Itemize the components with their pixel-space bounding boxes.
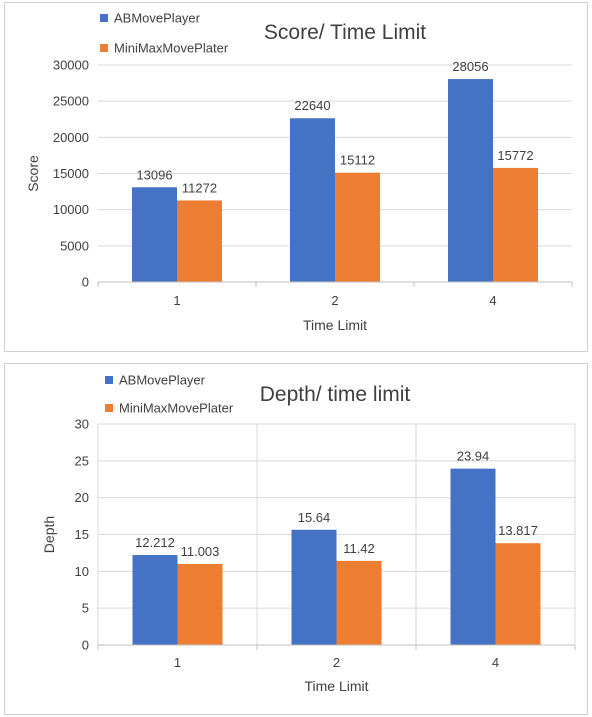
y-tick-label: 20: [75, 490, 89, 505]
y-tick-label: 10000: [53, 202, 89, 217]
x-axis-label: Time Limit: [303, 317, 367, 333]
x-axis-label: Time Limit: [304, 678, 368, 694]
legend-label: MiniMaxMovePlater: [114, 41, 229, 56]
legend-label: ABMovePlayer: [119, 373, 206, 388]
data-label: 11.42: [343, 541, 375, 556]
data-label: 15.64: [298, 510, 331, 525]
legend-swatch: [100, 44, 108, 52]
bar-ABMovePlayer: [450, 468, 496, 645]
legend-swatch: [105, 404, 113, 412]
legend-label: MiniMaxMovePlater: [119, 401, 234, 416]
bar-ABMovePlayer: [132, 187, 177, 282]
chart-title: Score/ Time Limit: [264, 21, 426, 44]
bar-MiniMaxMovePlater: [177, 200, 222, 282]
y-tick-label: 0: [82, 275, 89, 290]
y-axis-label: Depth: [41, 516, 57, 553]
legend-label: ABMovePlayer: [114, 11, 201, 26]
bar-ABMovePlayer: [291, 529, 337, 645]
score-chart-panel: 0 5000 10000 15000 20000 25000 30000 1 2 4 13096 22…: [4, 2, 588, 352]
score-chart: 0 5000 10000 15000 20000 25000 30000 1 2 4 13096 22…: [25, 11, 573, 333]
y-tick-label: 30000: [53, 58, 89, 73]
depth-chart: 0 5 10 15 20 25 30 1 2 4 12.212 15.64 23.94 11.003 11.…: [41, 373, 576, 694]
bar-MiniMaxMovePlater: [335, 172, 380, 282]
bar-ABMovePlayer: [290, 118, 335, 282]
data-label: 28056: [452, 59, 488, 74]
legend-swatch: [100, 14, 108, 22]
y-tick-label: 30: [75, 417, 89, 432]
bar-ABMovePlayer: [132, 555, 178, 645]
data-label: 22640: [294, 98, 330, 113]
y-tick-label: 5000: [60, 238, 89, 253]
y-tick-label: 25: [75, 453, 89, 468]
y-tick-label: 15000: [53, 166, 89, 181]
y-tick-label: 0: [82, 638, 89, 653]
data-label: 15112: [340, 153, 375, 168]
data-label: 13096: [136, 167, 172, 182]
y-tick-label: 10: [75, 564, 89, 579]
x-tick-label: 2: [333, 655, 340, 670]
depth-chart-panel: 0 5 10 15 20 25 30 1 2 4 12.212 15.64 23.94 11.003 11.…: [4, 363, 588, 715]
y-tick-label: 20000: [53, 130, 89, 145]
y-tick-label: 15: [75, 527, 89, 542]
x-tick-label: 4: [489, 293, 496, 308]
legend-swatch: [105, 376, 113, 384]
x-tick-label: 2: [331, 293, 338, 308]
chart-title: Depth/ time limit: [260, 383, 411, 406]
data-label: 12.212: [135, 535, 175, 550]
x-tick-label: 4: [492, 655, 499, 670]
x-tick-label: 1: [174, 655, 181, 670]
bar-MiniMaxMovePlater: [177, 563, 223, 645]
data-label: 11272: [182, 180, 217, 195]
bar-MiniMaxMovePlater: [495, 543, 541, 645]
data-label: 11.003: [181, 544, 220, 559]
y-axis-label: Score: [25, 155, 41, 192]
y-tick-label: 25000: [53, 94, 89, 109]
x-tick-label: 1: [173, 293, 180, 308]
data-label: 23.94: [457, 449, 490, 464]
data-label: 13.817: [498, 523, 538, 538]
bar-ABMovePlayer: [448, 79, 493, 282]
bar-MiniMaxMovePlater: [336, 560, 382, 645]
data-label: 15772: [497, 148, 533, 163]
bar-MiniMaxMovePlater: [493, 167, 538, 282]
y-tick-label: 5: [82, 601, 89, 616]
